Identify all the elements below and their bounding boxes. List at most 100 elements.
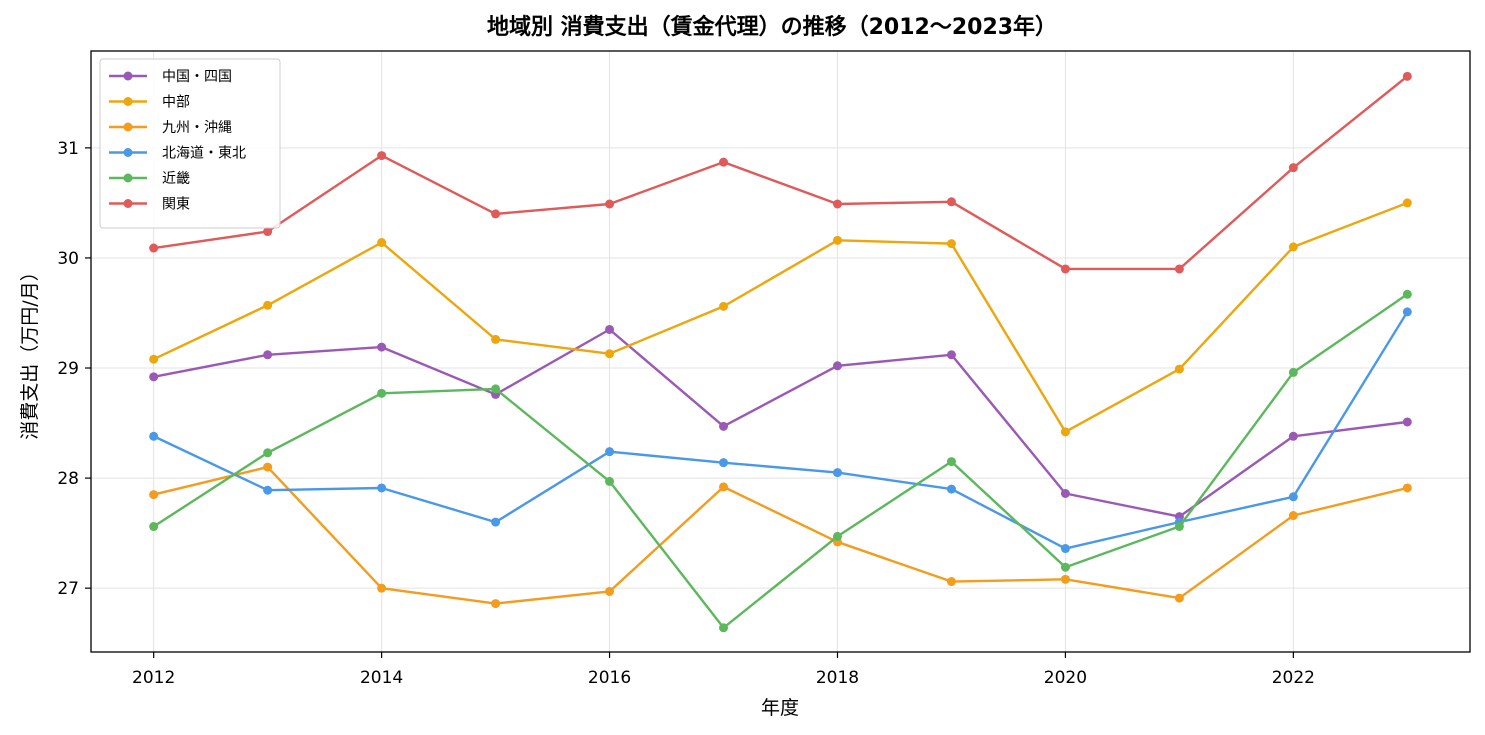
- data-point: [1402, 307, 1412, 317]
- series-line: [153, 75, 1409, 271]
- data-point: [832, 531, 842, 541]
- data-point: [377, 583, 387, 593]
- data-point: [1402, 71, 1412, 81]
- data-point: [946, 350, 956, 360]
- data-point: [832, 235, 842, 245]
- y-tick-label: 31: [57, 139, 79, 159]
- legend-item: 近畿: [109, 171, 190, 187]
- data-point: [1174, 522, 1184, 532]
- data-point: [719, 458, 729, 468]
- data-point: [1174, 593, 1184, 603]
- data-point: [1288, 242, 1298, 252]
- data-point: [149, 372, 159, 382]
- data-point: [1060, 488, 1070, 498]
- legend-marker: [123, 122, 133, 132]
- data-point: [605, 447, 615, 457]
- series-6: [149, 71, 1412, 274]
- series-layer: [149, 71, 1412, 633]
- data-point: [832, 361, 842, 371]
- series-line: [153, 201, 1408, 434]
- legend-item: 中部: [109, 95, 190, 111]
- data-point: [1060, 574, 1070, 584]
- data-point: [719, 421, 729, 431]
- x-tick-label: 2016: [588, 668, 631, 688]
- data-point: [946, 239, 956, 249]
- data-point: [946, 484, 956, 494]
- data-point: [263, 448, 273, 458]
- data-point: [149, 354, 159, 364]
- data-point: [491, 209, 501, 219]
- data-point: [491, 384, 501, 394]
- legend-item: 関東: [109, 197, 190, 213]
- y-tick-label: 28: [57, 469, 79, 489]
- data-point: [719, 301, 729, 311]
- series-1: [149, 324, 1412, 522]
- data-point: [1174, 264, 1184, 274]
- data-point: [377, 483, 387, 493]
- y-tick-label: 29: [57, 359, 79, 379]
- legend-label: 北海道・東北: [162, 146, 246, 162]
- data-point: [263, 350, 273, 360]
- data-point: [946, 197, 956, 207]
- data-point: [1060, 427, 1070, 437]
- data-point: [263, 300, 273, 310]
- data-point: [946, 457, 956, 467]
- data-point: [1060, 562, 1070, 572]
- grid-layer: [91, 51, 1470, 652]
- data-point: [1402, 198, 1412, 208]
- data-point: [491, 334, 501, 344]
- legend-label: 関東: [162, 197, 190, 213]
- data-point: [605, 349, 615, 359]
- series-line: [153, 328, 1408, 518]
- legend-label: 中部: [162, 95, 190, 111]
- data-point: [1288, 492, 1298, 502]
- data-point: [149, 431, 159, 441]
- legend-marker: [123, 71, 133, 81]
- data-point: [719, 157, 729, 167]
- data-point: [377, 388, 387, 398]
- y-axis-label: 消費支出（万円/月）: [19, 262, 41, 439]
- data-point: [377, 342, 387, 352]
- data-point: [719, 482, 729, 492]
- data-point: [1288, 163, 1298, 173]
- x-axis-label: 年度: [761, 697, 799, 719]
- data-point: [1288, 367, 1298, 377]
- data-point: [719, 623, 729, 633]
- data-point: [377, 151, 387, 161]
- data-point: [377, 238, 387, 248]
- legend-label: 中国・四国: [162, 69, 232, 85]
- series-line: [153, 293, 1408, 629]
- data-point: [1402, 417, 1412, 427]
- data-point: [491, 517, 501, 527]
- data-point: [605, 324, 615, 334]
- data-point: [605, 586, 615, 596]
- legend-label: 九州・沖縄: [162, 120, 232, 136]
- x-tick-label: 2022: [1272, 668, 1315, 688]
- data-point: [1402, 483, 1412, 493]
- y-tick-label: 30: [57, 249, 79, 269]
- data-point: [1402, 289, 1412, 299]
- data-point: [149, 522, 159, 532]
- data-point: [1174, 364, 1184, 374]
- data-point: [149, 243, 159, 253]
- x-tick-label: 2012: [132, 668, 175, 688]
- data-point: [149, 490, 159, 500]
- data-point: [605, 199, 615, 209]
- data-point: [1060, 544, 1070, 554]
- tick-layer: 2012 2014 2016 2018 2020 2022 27 28 29 30 31: [57, 139, 1315, 688]
- x-tick-label: 2020: [1044, 668, 1087, 688]
- legend-marker: [123, 148, 133, 157]
- legend-label: 近畿: [162, 171, 190, 187]
- x-tick-label: 2014: [360, 668, 403, 688]
- series-4: [149, 307, 1412, 554]
- data-point: [263, 462, 273, 472]
- legend-marker: [123, 97, 133, 106]
- data-point: [1288, 511, 1298, 521]
- data-point: [832, 199, 842, 209]
- data-point: [491, 599, 501, 609]
- series-3: [149, 462, 1412, 609]
- data-point: [605, 476, 615, 486]
